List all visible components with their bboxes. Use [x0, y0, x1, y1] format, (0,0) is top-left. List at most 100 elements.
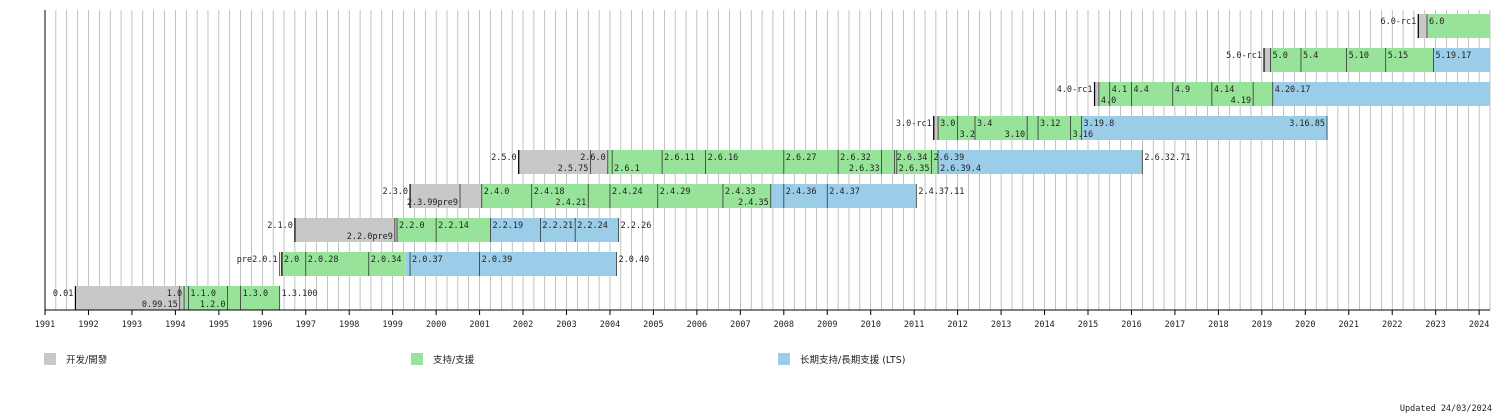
legend-item-lts: 长期支持/長期支援 (LTS): [778, 352, 905, 366]
legend-swatch-dev: [44, 353, 56, 365]
bar-segment-dev: [294, 218, 398, 242]
version-label: 0.99.15: [142, 300, 178, 310]
bar-segment-lts: [405, 252, 617, 276]
bar-segment-lts: [770, 184, 917, 208]
bar-segment-lts: [1433, 48, 1490, 72]
version-label: 1.3.0: [243, 289, 269, 299]
bar-segment-sup: [397, 218, 491, 242]
version-label: 1.3.100: [282, 289, 318, 299]
bar-segment-dev: [1418, 14, 1427, 38]
version-label: 3.16.85: [1289, 119, 1325, 129]
x-tick-label: 1999: [382, 320, 402, 330]
series-bars: [74, 14, 1490, 310]
version-label: 2.2.14: [438, 221, 469, 231]
version-label: 4.14: [1214, 85, 1234, 95]
series-row: [279, 252, 617, 276]
version-label: 5.15: [1388, 51, 1408, 61]
version-label: 0.01: [53, 289, 73, 299]
bar-segment-lts: [938, 150, 1143, 174]
version-label: 2.6.34: [897, 153, 928, 163]
version-label: 2.2.26: [621, 221, 652, 231]
bar-segment-lts: [1272, 82, 1490, 106]
version-label: 6.0-rc1: [1380, 17, 1416, 27]
version-label: 4.19: [1231, 96, 1251, 106]
bar-segment-dev: [1264, 48, 1271, 72]
version-label: 2.2.24: [577, 221, 608, 231]
version-label: 2.4.33: [725, 187, 756, 197]
version-label: 2.0.34: [371, 255, 402, 265]
version-label: 5.19.17: [1436, 51, 1472, 61]
version-labels: 0.01 1.00.99.15 1.1.01.2.0 1.3.0 1.3.100 pre2…: [53, 17, 1471, 310]
version-label: 2.6.39: [934, 153, 965, 163]
bar-segment-dev: [933, 116, 939, 140]
version-label: 2.5.75: [558, 164, 589, 174]
x-tick-label: 1994: [165, 320, 185, 330]
version-label: 3.16: [1073, 130, 1093, 140]
bar-segment-dev: [518, 150, 608, 174]
version-label: 4.20.17: [1275, 85, 1311, 95]
bar-segment-dev: [410, 184, 482, 208]
x-tick-label: 2004: [600, 320, 620, 330]
legend-swatch-sup: [411, 353, 423, 365]
bar-segment-sup: [184, 286, 280, 310]
version-label: 3.0-rc1: [896, 119, 932, 129]
version-label: 2.4.29: [660, 187, 691, 197]
version-label: 1.1.0: [190, 289, 216, 299]
version-label: 3.10: [1005, 130, 1025, 140]
version-label: 2.6.27: [786, 153, 817, 163]
version-label: 2.4.35: [738, 198, 769, 208]
version-label: 3.12: [1040, 119, 1060, 129]
version-label: 5.4: [1303, 51, 1318, 61]
version-label: 2.4.37.11: [918, 187, 964, 197]
x-tick-label: 2019: [1252, 320, 1272, 330]
version-label: 6.0: [1429, 17, 1444, 27]
version-label: 2.4.37: [829, 187, 860, 197]
legend-item-sup: 支持/支援: [411, 352, 474, 366]
version-label: 5.0-rc1: [1226, 51, 1262, 61]
series-row: [294, 218, 620, 242]
bar-segment-dev: [1094, 82, 1099, 106]
bar-segment-sup: [1098, 82, 1273, 106]
bar-segment-dev: [75, 286, 185, 310]
version-label: 2.6.33: [849, 164, 880, 174]
version-label: 2.6.16: [708, 153, 739, 163]
x-tick-label: 1996: [252, 320, 272, 330]
x-tick-label: 1993: [122, 320, 142, 330]
x-tick-label: 2018: [1208, 320, 1228, 330]
x-tick-label: 2011: [904, 320, 924, 330]
version-label: pre2.0.1: [237, 255, 278, 265]
version-label: 2.6.35: [899, 164, 930, 174]
bar-segment-sup: [1426, 14, 1490, 38]
x-tick-label: 2013: [991, 320, 1011, 330]
x-tick-label: 2017: [1165, 320, 1185, 330]
x-tick-label: 2014: [1034, 320, 1054, 330]
x-tick-label: 2009: [817, 320, 837, 330]
version-label: 3.19.8: [1083, 119, 1114, 129]
version-label: 2.2.0pre9: [347, 232, 393, 242]
series-row: [518, 150, 1143, 174]
version-label: 1.2.0: [200, 300, 226, 310]
version-label: 1.0: [167, 289, 182, 299]
version-label: 3.4: [977, 119, 992, 129]
version-label: 4.9: [1175, 85, 1190, 95]
x-tick-label: 2001: [469, 320, 489, 330]
x-tick-label: 2016: [1121, 320, 1141, 330]
updated-note: Updated 24/03/2024: [1399, 404, 1492, 414]
x-tick-label: 2002: [513, 320, 533, 330]
version-label: 2.6.39.4: [940, 164, 981, 174]
x-tick-label: 1997: [296, 320, 316, 330]
series-row: [933, 116, 1328, 140]
legend-label-dev: 开发/開發: [66, 355, 108, 366]
version-label: 2.2.21: [542, 221, 573, 231]
x-tick-label: 2015: [1078, 320, 1098, 330]
version-label: 2.6.11: [664, 153, 695, 163]
version-label: 2.4.0: [484, 187, 510, 197]
series-row: [409, 184, 917, 208]
x-tick-label: 2022: [1382, 320, 1402, 330]
series-row: [1417, 14, 1490, 38]
version-label: 3.0: [940, 119, 955, 129]
legend-item-dev: 开发/開發: [44, 352, 107, 366]
version-label: 2.6.32.71: [1144, 153, 1190, 163]
x-tick-label: 1992: [78, 320, 98, 330]
x-tick-label: 2023: [1425, 320, 1445, 330]
